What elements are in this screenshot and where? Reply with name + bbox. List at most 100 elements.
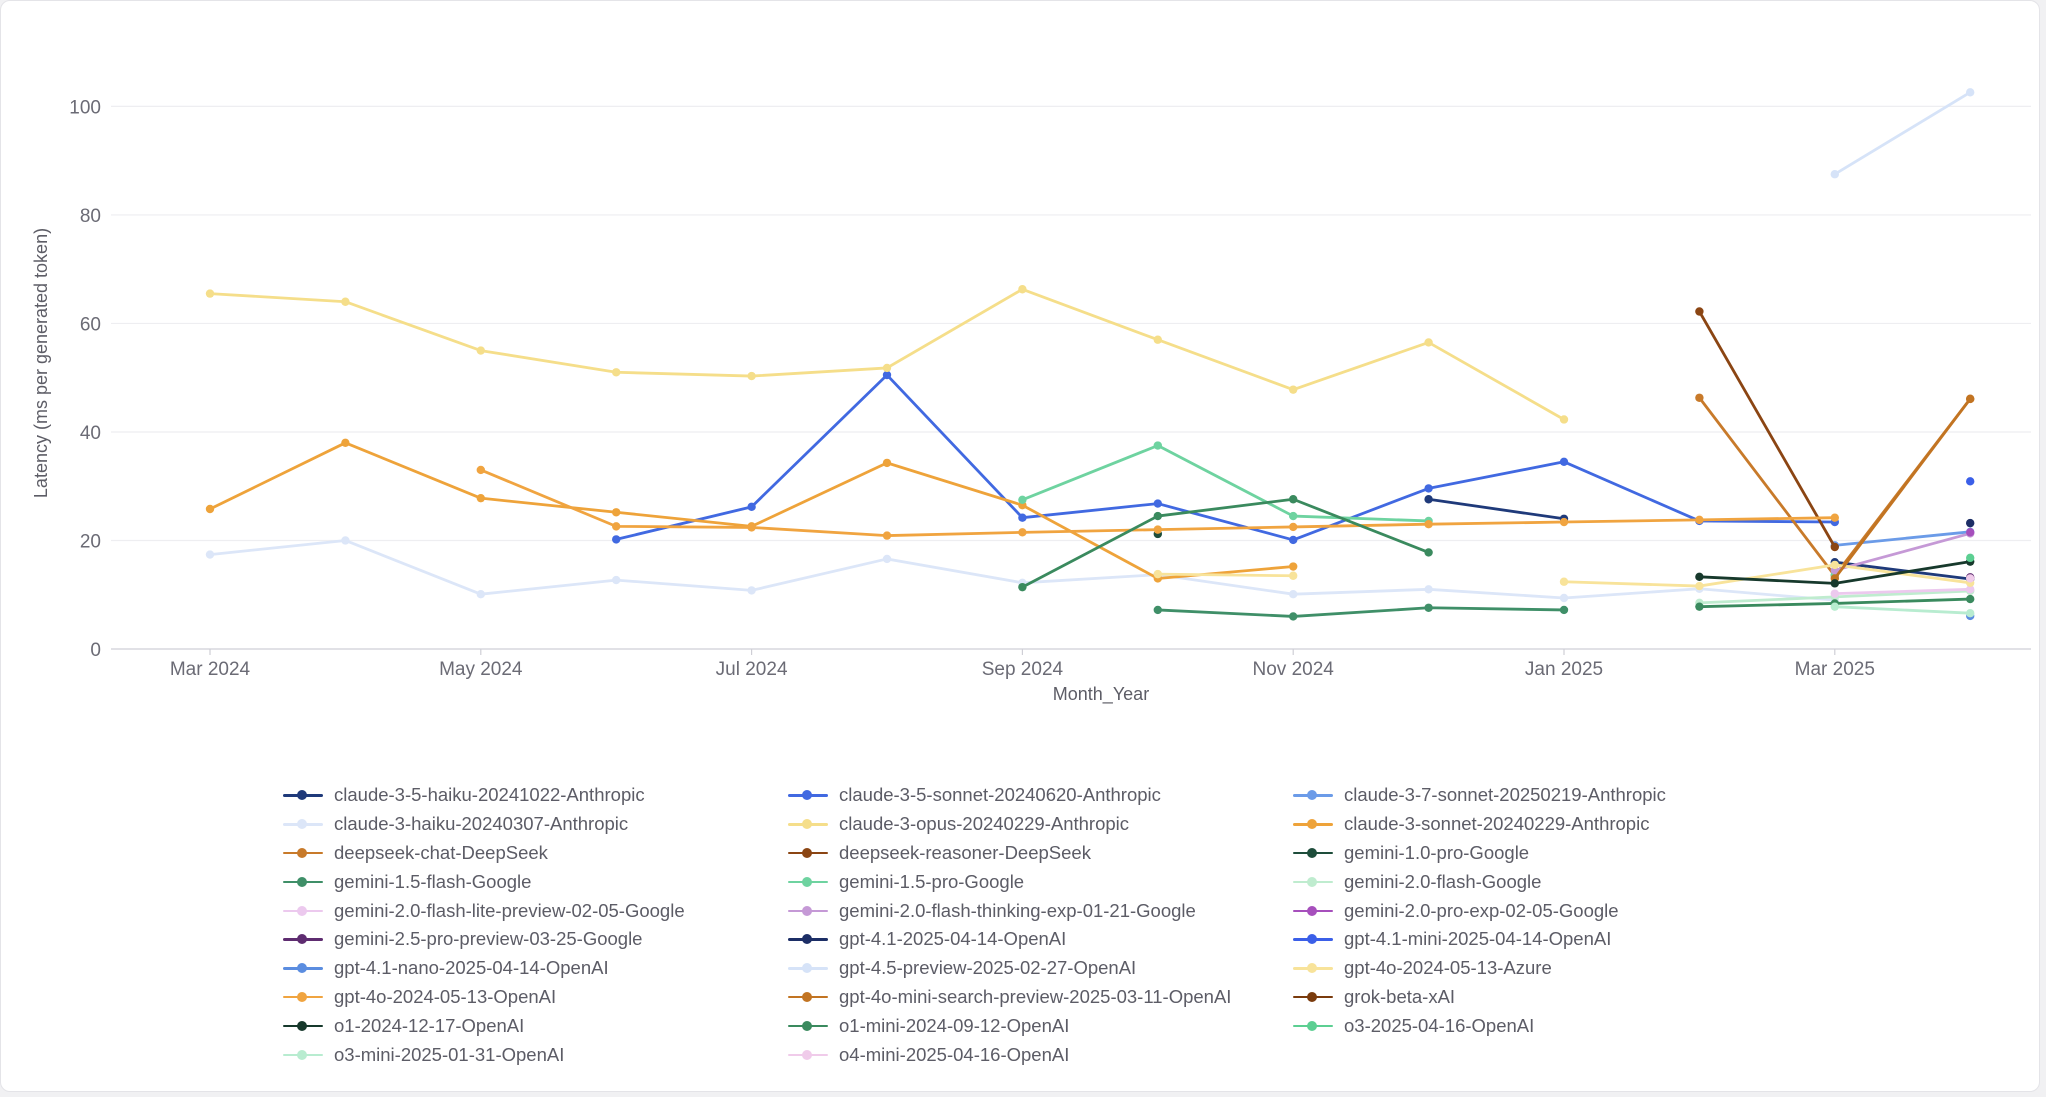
legend-item[interactable]: gpt-4.1-mini-2025-04-14-OpenAI xyxy=(1291,925,1796,954)
data-point[interactable] xyxy=(1153,569,1163,579)
data-point[interactable] xyxy=(1966,477,1975,486)
data-point[interactable] xyxy=(1559,415,1569,424)
legend-item[interactable]: gemini-2.0-flash-thinking-exp-01-21-Goog… xyxy=(786,896,1291,925)
data-point[interactable] xyxy=(1830,542,1840,552)
legend-item[interactable]: gemini-1.5-pro-Google xyxy=(786,867,1291,896)
data-point[interactable] xyxy=(747,586,756,595)
legend-item[interactable]: gpt-4o-2024-05-13-Azure xyxy=(1291,954,1796,983)
data-point[interactable] xyxy=(1695,602,1704,611)
data-point[interactable] xyxy=(1559,605,1569,615)
data-point[interactable] xyxy=(1966,518,1975,528)
legend-item[interactable]: deepseek-reasoner-DeepSeek xyxy=(786,839,1291,868)
data-point[interactable] xyxy=(1966,608,1975,618)
legend-item[interactable]: gpt-4.1-2025-04-14-OpenAI xyxy=(786,925,1291,954)
legend-item[interactable]: claude-3-7-sonnet-20250219-Anthropic xyxy=(1291,781,1796,810)
legend-item[interactable]: o3-mini-2025-01-31-OpenAI xyxy=(281,1040,786,1069)
data-point[interactable] xyxy=(341,438,350,448)
legend-item[interactable]: o3-2025-04-16-OpenAI xyxy=(1291,1011,1796,1040)
legend-item[interactable]: claude-3-5-haiku-20241022-Anthropic xyxy=(281,781,786,810)
data-point[interactable] xyxy=(1289,522,1298,532)
data-point[interactable] xyxy=(612,575,621,585)
data-point[interactable] xyxy=(882,370,892,380)
legend-item[interactable]: gemini-1.0-pro-Google xyxy=(1291,839,1796,868)
legend-item[interactable]: gemini-1.5-flash-Google xyxy=(281,867,786,896)
data-point[interactable] xyxy=(341,536,350,545)
data-point[interactable] xyxy=(1830,579,1840,588)
legend-item[interactable]: deepseek-chat-DeepSeek xyxy=(281,839,786,868)
legend-item[interactable]: o4-mini-2025-04-16-OpenAI xyxy=(786,1040,1291,1069)
data-point[interactable] xyxy=(747,523,756,532)
data-point[interactable] xyxy=(1830,602,1840,611)
data-point[interactable] xyxy=(476,589,485,599)
data-point[interactable] xyxy=(1424,603,1433,612)
data-point[interactable] xyxy=(1018,528,1027,537)
legend-item[interactable]: gpt-4o-mini-search-preview-2025-03-11-Op… xyxy=(786,983,1291,1012)
data-point[interactable] xyxy=(205,550,215,559)
data-point[interactable] xyxy=(882,554,892,564)
data-point[interactable] xyxy=(476,493,485,503)
legend-item[interactable]: gpt-4.1-nano-2025-04-14-OpenAI xyxy=(281,954,786,983)
data-point[interactable] xyxy=(1695,307,1704,316)
data-point[interactable] xyxy=(1289,511,1298,521)
data-point[interactable] xyxy=(1830,560,1840,570)
legend-item[interactable]: gemini-2.5-pro-preview-03-25-Google xyxy=(281,925,786,954)
data-point[interactable] xyxy=(1966,594,1975,604)
data-point[interactable] xyxy=(1830,513,1840,522)
legend-item[interactable]: claude-3-haiku-20240307-Anthropic xyxy=(281,810,786,839)
legend-item[interactable]: o1-2024-12-17-OpenAI xyxy=(281,1011,786,1040)
data-point[interactable] xyxy=(1018,582,1027,592)
data-point[interactable] xyxy=(1830,170,1840,179)
data-point[interactable] xyxy=(612,535,621,544)
data-point[interactable] xyxy=(1424,585,1433,594)
data-point[interactable] xyxy=(1153,511,1163,521)
legend-item[interactable]: gemini-2.0-pro-exp-02-05-Google xyxy=(1291,896,1796,925)
data-point[interactable] xyxy=(1559,577,1569,586)
legend-item[interactable]: gemini-2.0-flash-Google xyxy=(1291,867,1796,896)
data-point[interactable] xyxy=(1424,484,1433,493)
data-point[interactable] xyxy=(1559,517,1569,527)
legend-item[interactable]: claude-3-5-sonnet-20240620-Anthropic xyxy=(786,781,1291,810)
data-point[interactable] xyxy=(1289,495,1298,504)
legend-item[interactable]: gemini-2.0-flash-lite-preview-02-05-Goog… xyxy=(281,896,786,925)
legend-item[interactable]: grok-beta-xAI xyxy=(1291,983,1796,1012)
data-point[interactable] xyxy=(1695,581,1704,591)
data-point[interactable] xyxy=(1559,593,1569,603)
data-point[interactable] xyxy=(476,465,485,475)
data-point[interactable] xyxy=(1966,88,1975,97)
data-point[interactable] xyxy=(612,522,621,531)
data-point[interactable] xyxy=(1018,513,1027,522)
legend-item[interactable]: gpt-4o-2024-05-13-OpenAI xyxy=(281,983,786,1012)
data-point[interactable] xyxy=(1289,535,1298,545)
data-point[interactable] xyxy=(882,531,892,540)
data-point[interactable] xyxy=(882,363,892,373)
data-point[interactable] xyxy=(1289,612,1298,621)
data-point[interactable] xyxy=(747,371,756,381)
data-point[interactable] xyxy=(1695,393,1704,402)
data-point[interactable] xyxy=(1966,528,1975,537)
data-point[interactable] xyxy=(1153,441,1163,450)
data-point[interactable] xyxy=(1424,338,1433,347)
data-point[interactable] xyxy=(1966,553,1975,563)
legend-item[interactable]: gpt-4.5-preview-2025-02-27-OpenAI xyxy=(786,954,1291,983)
legend-item[interactable]: claude-3-sonnet-20240229-Anthropic xyxy=(1291,810,1796,839)
data-point[interactable] xyxy=(1289,385,1298,394)
legend-item[interactable]: o1-mini-2024-09-12-OpenAI xyxy=(786,1011,1291,1040)
data-point[interactable] xyxy=(1018,495,1027,504)
data-point[interactable] xyxy=(1966,574,1975,583)
data-point[interactable] xyxy=(1830,589,1840,598)
data-point[interactable] xyxy=(612,508,621,517)
data-point[interactable] xyxy=(1695,572,1704,582)
data-point[interactable] xyxy=(747,502,756,512)
data-point[interactable] xyxy=(1424,495,1433,504)
data-point[interactable] xyxy=(205,289,215,298)
data-point[interactable] xyxy=(1289,571,1298,580)
data-point[interactable] xyxy=(1153,335,1163,344)
data-point[interactable] xyxy=(1559,457,1569,467)
data-point[interactable] xyxy=(341,297,350,306)
data-point[interactable] xyxy=(1424,548,1433,557)
data-point[interactable] xyxy=(1153,499,1163,508)
data-point[interactable] xyxy=(205,504,215,514)
data-point[interactable] xyxy=(1018,285,1027,294)
data-point[interactable] xyxy=(1289,562,1298,571)
data-point[interactable] xyxy=(1153,605,1163,615)
